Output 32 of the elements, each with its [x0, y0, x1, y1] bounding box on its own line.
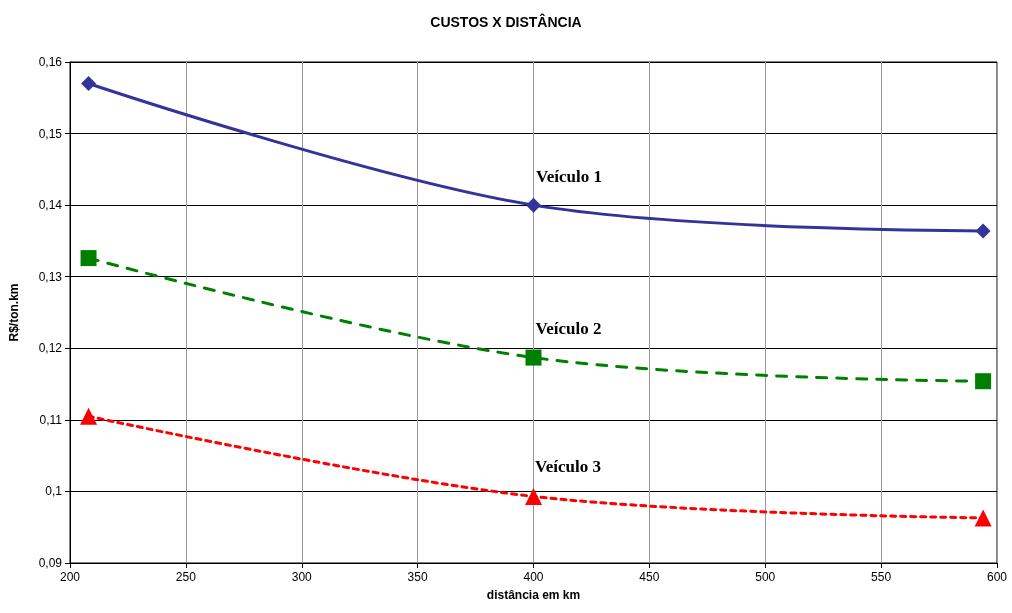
x-tick-label: 500: [755, 570, 776, 584]
x-tick-label: 250: [175, 570, 197, 584]
x-tick-label: 300: [291, 570, 313, 584]
series-label: Veículo 3: [535, 456, 601, 476]
x-tick-label: 600: [986, 570, 1008, 584]
series-label: Veículo 2: [535, 318, 602, 338]
x-tick-label: 200: [59, 570, 81, 584]
x-tick-label: 400: [523, 570, 544, 584]
point: [974, 509, 992, 527]
point: [80, 250, 97, 267]
y-tick-label: 0,12: [38, 341, 63, 356]
x-tick-label: 550: [871, 570, 892, 584]
point: [975, 223, 991, 239]
point: [525, 487, 542, 505]
series-label: Veículo 1: [536, 166, 602, 186]
y-tick-label: 0,16: [38, 55, 63, 69]
point: [81, 75, 97, 91]
chart-title: CUSTOS X DISTÂNCIA: [430, 13, 582, 30]
y-tick-label: 0,09: [38, 556, 63, 570]
y-tick-label: 0,1: [45, 484, 63, 499]
x-tick-label: 350: [407, 570, 428, 584]
y-tick-label: 0,15: [38, 126, 63, 141]
point: [975, 373, 992, 390]
point: [525, 349, 542, 366]
y-tick-label: 0,14: [38, 198, 63, 213]
y-tick-label: 0,13: [38, 269, 63, 284]
point: [80, 407, 98, 425]
x-tick-label: 450: [639, 570, 660, 584]
y-axis-title: R$/ton.km: [7, 283, 21, 342]
y-tick-label: 0,11: [39, 412, 63, 427]
point: [526, 197, 541, 213]
x-axis-title: distância em km: [486, 588, 581, 602]
